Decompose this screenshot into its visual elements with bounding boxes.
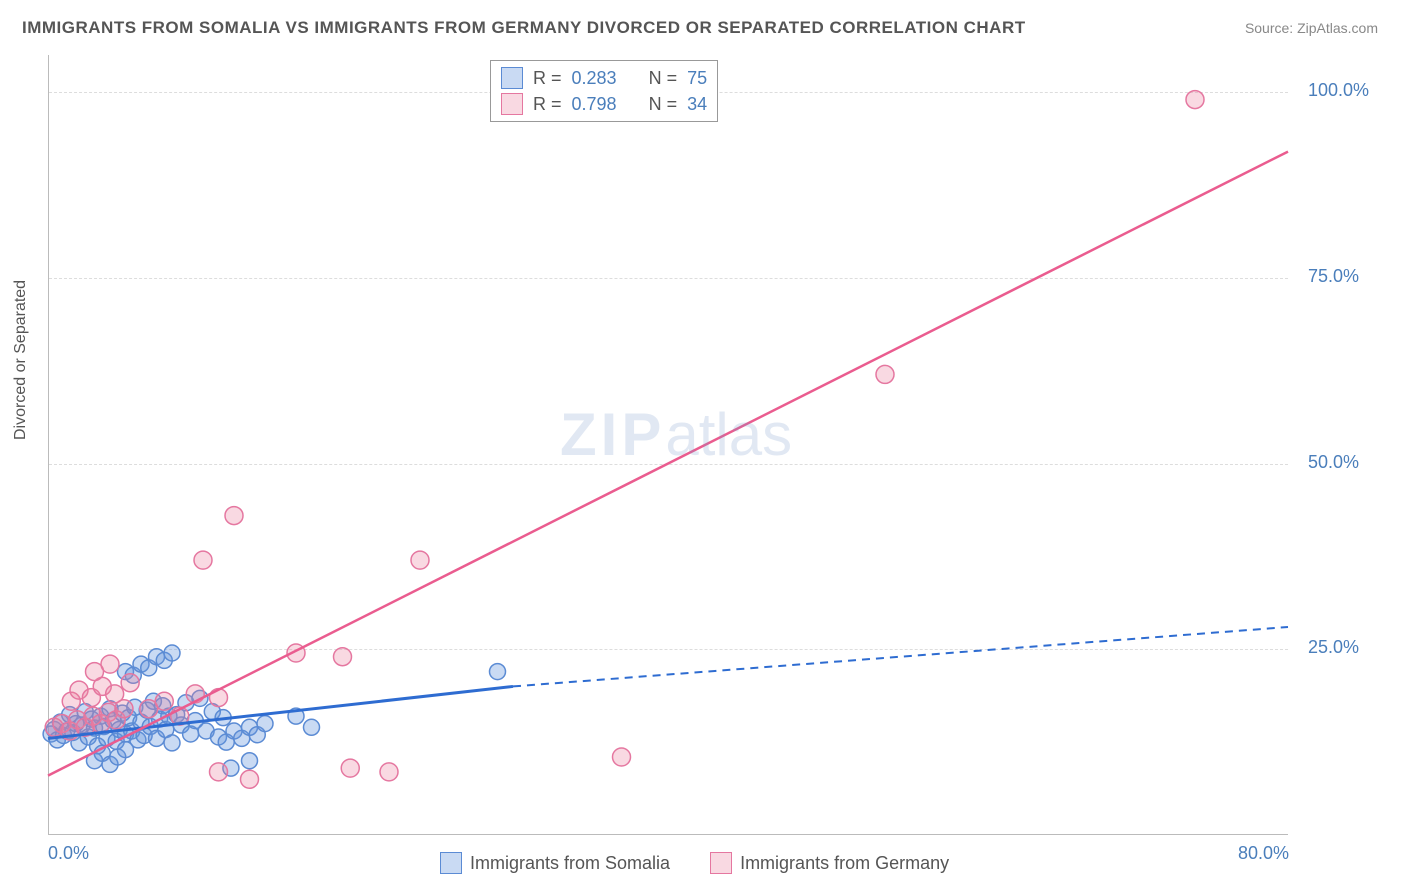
r-label-somalia: R =	[533, 68, 562, 89]
r-label-germany: R =	[533, 94, 562, 115]
data-point	[118, 742, 134, 758]
legend-row-germany: R = 0.798 N = 34	[501, 91, 707, 117]
legend-bottom: Immigrants from Somalia Immigrants from …	[440, 852, 949, 874]
n-label-germany: N =	[649, 94, 678, 115]
data-point	[194, 551, 212, 569]
data-point	[242, 753, 258, 769]
data-point	[613, 748, 631, 766]
n-value-somalia: 75	[687, 68, 707, 89]
regression-line	[48, 152, 1288, 776]
data-point	[155, 692, 173, 710]
data-point	[106, 685, 124, 703]
legend-label-germany: Immigrants from Germany	[740, 853, 949, 874]
legend-row-somalia: R = 0.283 N = 75	[501, 65, 707, 91]
data-point	[210, 689, 228, 707]
y-tick-label: 75.0%	[1308, 266, 1359, 287]
n-label-somalia: N =	[649, 68, 678, 89]
swatch-somalia-bottom	[440, 852, 462, 874]
data-point	[241, 770, 259, 788]
legend-label-somalia: Immigrants from Somalia	[470, 853, 670, 874]
swatch-germany-bottom	[710, 852, 732, 874]
legend-item-somalia: Immigrants from Somalia	[440, 852, 670, 874]
y-axis-label: Divorced or Separated	[12, 280, 30, 440]
data-point	[121, 674, 139, 692]
data-point	[490, 664, 506, 680]
r-value-germany: 0.798	[572, 94, 617, 115]
plot-svg	[48, 55, 1288, 835]
regression-line-dashed	[513, 627, 1288, 686]
y-tick-label: 25.0%	[1308, 637, 1359, 658]
y-tick-label: 100.0%	[1308, 80, 1369, 101]
data-point	[304, 719, 320, 735]
data-point	[334, 648, 352, 666]
chart-title: IMMIGRANTS FROM SOMALIA VS IMMIGRANTS FR…	[22, 18, 1026, 38]
data-point	[164, 645, 180, 661]
source-attribution: Source: ZipAtlas.com	[1245, 20, 1378, 36]
swatch-somalia	[501, 67, 523, 89]
data-point	[164, 735, 180, 751]
n-value-germany: 34	[687, 94, 707, 115]
data-point	[225, 507, 243, 525]
legend-top: R = 0.283 N = 75 R = 0.798 N = 34	[490, 60, 718, 122]
data-point	[210, 763, 228, 781]
data-point	[876, 365, 894, 383]
legend-item-germany: Immigrants from Germany	[710, 852, 949, 874]
correlation-chart: IMMIGRANTS FROM SOMALIA VS IMMIGRANTS FR…	[0, 0, 1406, 892]
data-point	[257, 716, 273, 732]
data-point	[101, 655, 119, 673]
source-name: ZipAtlas.com	[1297, 20, 1378, 36]
y-tick-label: 50.0%	[1308, 452, 1359, 473]
x-tick-label: 80.0%	[1238, 843, 1289, 864]
data-point	[411, 551, 429, 569]
x-tick-label: 0.0%	[48, 843, 89, 864]
data-point	[1186, 91, 1204, 109]
source-label: Source:	[1245, 20, 1297, 36]
r-value-somalia: 0.283	[572, 68, 617, 89]
data-point	[341, 759, 359, 777]
data-point	[380, 763, 398, 781]
swatch-germany	[501, 93, 523, 115]
